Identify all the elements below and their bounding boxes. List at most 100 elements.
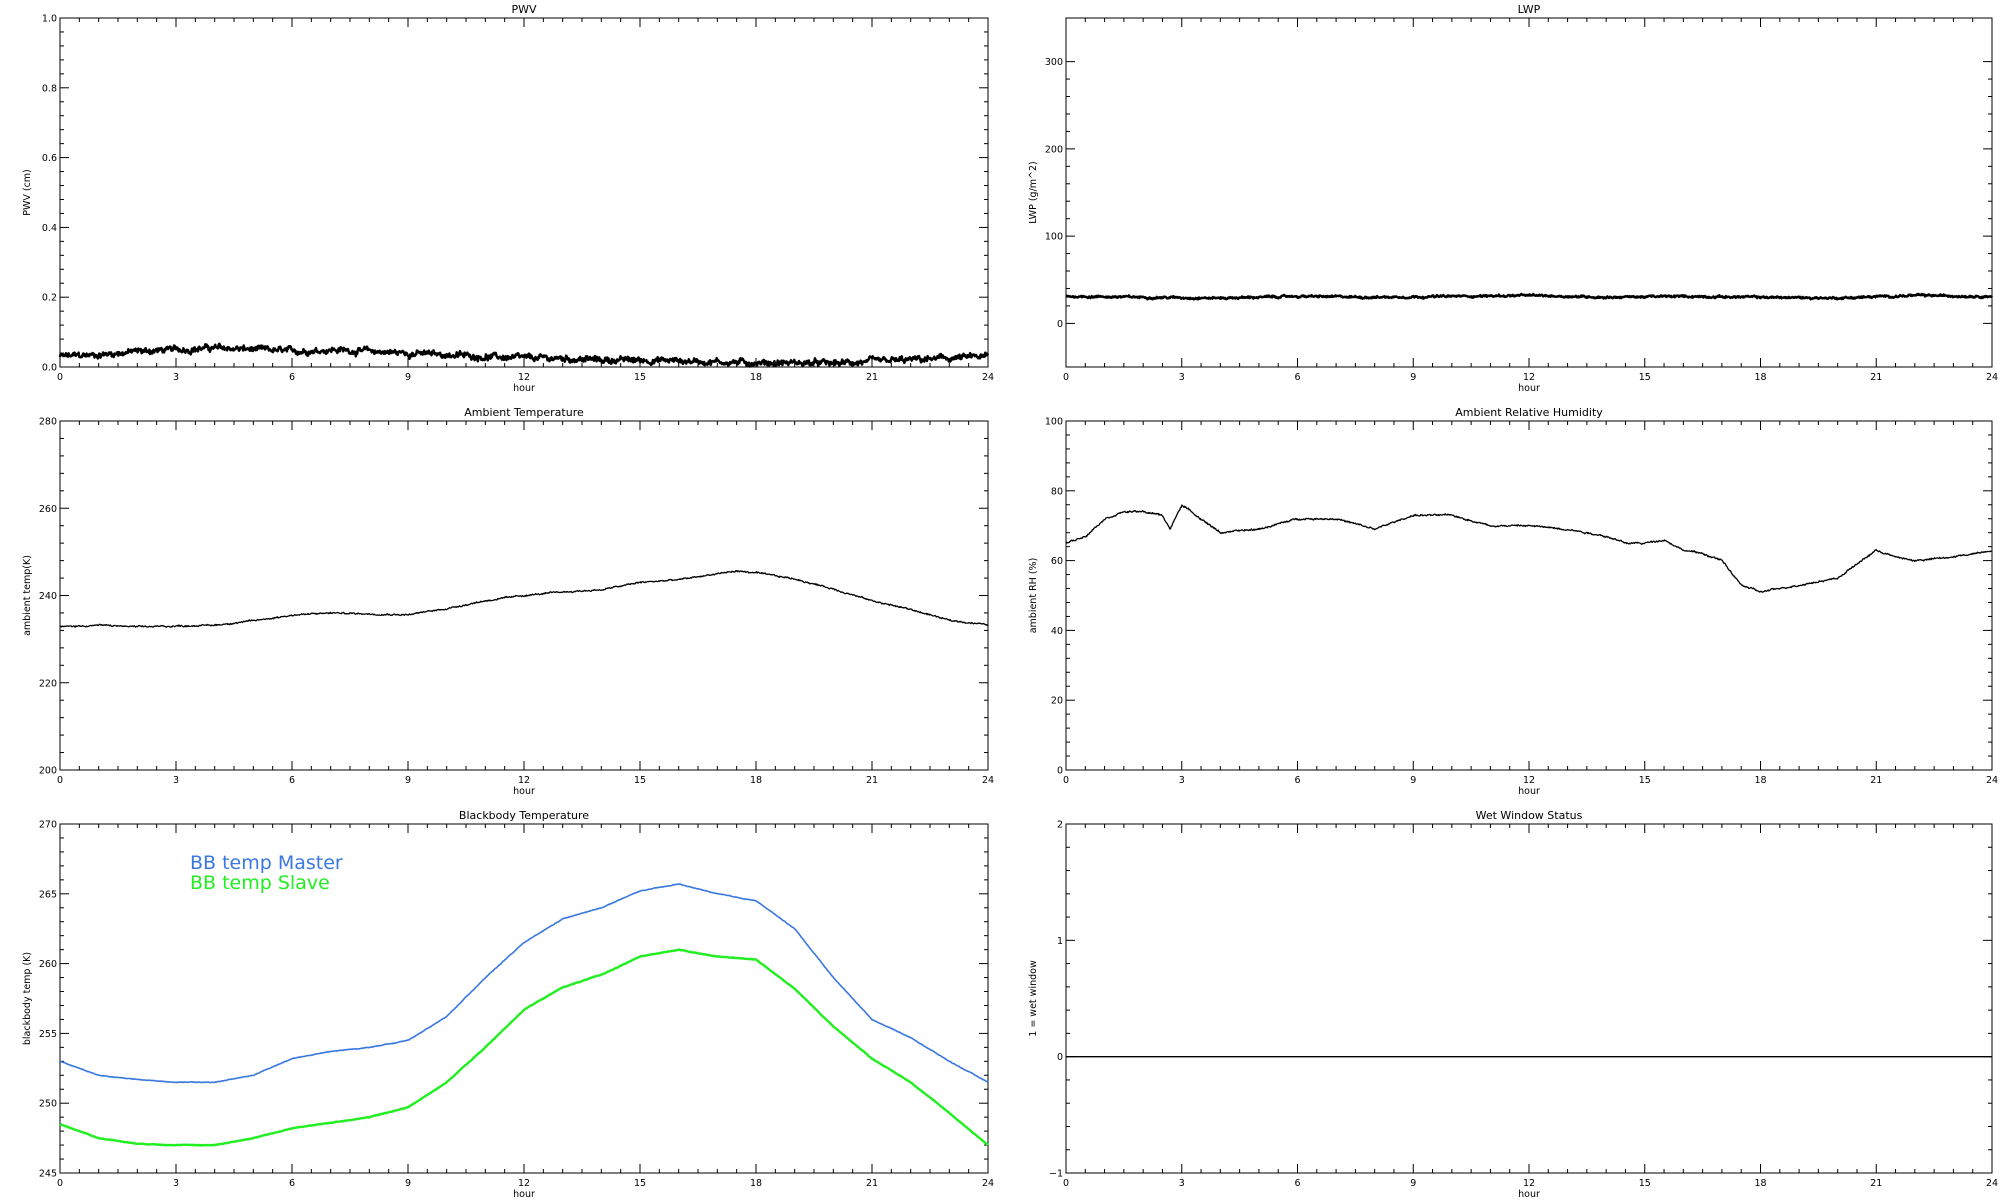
x-tick-label: 0 [57, 775, 63, 786]
y-tick-label: 245 [39, 1169, 57, 1180]
y-tick-label: 220 [39, 678, 57, 689]
x-tick-label: 24 [982, 372, 994, 383]
x-tick-label: 24 [1986, 1178, 1998, 1189]
x-tick-label: 3 [1179, 372, 1185, 383]
x-tick-label: 12 [518, 1178, 530, 1189]
y-tick-label: 240 [39, 591, 57, 602]
y-tick-label: 2 [1057, 820, 1063, 831]
chart-title: LWP [1518, 3, 1541, 16]
chart-title: PWV [511, 3, 537, 16]
plot-frame [1065, 420, 1993, 771]
legend-entry: BB temp Slave [190, 872, 330, 894]
x-tick-label: 24 [982, 1178, 994, 1189]
series-line-pwv [58, 342, 990, 368]
x-tick-label: 21 [1870, 372, 1882, 383]
plot-frame [59, 420, 989, 771]
x-tick-label: 21 [866, 1178, 878, 1189]
y-tick-label: 200 [1045, 144, 1063, 155]
x-tick-label: 12 [1523, 1178, 1535, 1189]
x-tick-label: 24 [982, 775, 994, 786]
x-tick-label: 18 [750, 1178, 762, 1189]
x-tick-label: 15 [634, 1178, 646, 1189]
x-tick-label: 9 [405, 1178, 411, 1189]
series-line-bb-temp-slave [59, 948, 989, 1147]
x-tick-label: 21 [1870, 1178, 1882, 1189]
y-tick-label: 0.0 [42, 363, 57, 374]
y-tick-label: 260 [39, 959, 57, 970]
x-tick-label: 15 [634, 372, 646, 383]
y-tick-label: 260 [39, 504, 57, 515]
y-tick-label: 0.6 [42, 153, 57, 164]
x-tick-label: 18 [750, 775, 762, 786]
y-tick-label: 255 [39, 1029, 57, 1040]
x-tick-label: 18 [750, 372, 762, 383]
y-axis-label: blackbody temp (K) [22, 952, 33, 1045]
x-tick-label: 6 [289, 775, 295, 786]
chart-lwp: LWP 0 3 6 9 12 15 18 21 24 hour 0 100 200 300 LWP (g/m^… [1028, 3, 1998, 394]
y-axis-label: ambient RH (%) [1028, 558, 1039, 634]
x-tick-label: 15 [1639, 1178, 1651, 1189]
x-tick-label: 6 [289, 1178, 295, 1189]
x-tick-label: 0 [1063, 372, 1069, 383]
x-axis-label: hour [513, 786, 535, 797]
y-tick-label: 0.8 [42, 83, 57, 94]
y-tick-label: 280 [39, 417, 57, 428]
x-tick-label: 3 [173, 775, 179, 786]
series-line-ambient_temp [59, 569, 989, 628]
chart-pwv: PWV 0 3 6 9 12 15 18 21 24 hour 0.0 0.2 0.4 0.6 0.8 1.0 P… [22, 3, 994, 394]
x-tick-label: 18 [1754, 372, 1766, 383]
y-tick-label: 250 [39, 1099, 57, 1110]
plot-frame [1065, 823, 1993, 1174]
x-tick-label: 0 [1063, 1178, 1069, 1189]
y-axis-label: 1 = wet window [1028, 960, 1039, 1037]
chart-title: Ambient Relative Humidity [1455, 406, 1603, 419]
y-tick-label: 0 [1057, 766, 1063, 777]
x-tick-label: 9 [405, 372, 411, 383]
x-tick-label: 6 [1294, 1178, 1300, 1189]
series-line-bb-temp-master [59, 883, 989, 1084]
x-tick-label: 18 [1754, 775, 1766, 786]
y-tick-label: 100 [1045, 232, 1063, 243]
x-tick-label: 3 [1179, 1178, 1185, 1189]
x-tick-label: 6 [1294, 775, 1300, 786]
x-tick-label: 0 [57, 1178, 63, 1189]
plot-frame [59, 17, 989, 368]
x-tick-label: 21 [1870, 775, 1882, 786]
y-tick-label: 0.2 [42, 293, 57, 304]
y-tick-label: 200 [39, 766, 57, 777]
x-tick-label: 0 [57, 372, 63, 383]
y-tick-label: 100 [1045, 417, 1063, 428]
x-tick-label: 9 [1410, 775, 1416, 786]
x-tick-label: 15 [634, 775, 646, 786]
x-tick-label: 3 [173, 1178, 179, 1189]
y-tick-label: 40 [1051, 626, 1063, 637]
y-tick-label: 1 [1057, 936, 1063, 947]
y-tick-label: 300 [1045, 57, 1063, 68]
x-tick-label: 12 [1523, 372, 1535, 383]
y-tick-label: 20 [1051, 696, 1063, 707]
x-tick-label: 12 [518, 372, 530, 383]
y-axis-label: PWV (cm) [22, 169, 33, 216]
y-tick-label: 80 [1051, 486, 1063, 497]
x-tick-label: 24 [1986, 372, 1998, 383]
y-tick-label: 265 [39, 889, 57, 900]
series-line-lwp [1065, 292, 1993, 301]
x-tick-label: 9 [405, 775, 411, 786]
chart-title: Wet Window Status [1476, 809, 1583, 822]
y-tick-label: 60 [1051, 556, 1063, 567]
x-tick-label: 18 [1754, 1178, 1766, 1189]
y-tick-label: 0.4 [42, 223, 57, 234]
x-tick-label: 21 [866, 775, 878, 786]
x-axis-label: hour [513, 383, 535, 394]
x-tick-label: 15 [1639, 775, 1651, 786]
x-axis-label: hour [513, 1189, 535, 1200]
x-tick-label: 9 [1410, 372, 1416, 383]
series-line-ambient_rh [1065, 504, 1993, 593]
chart-ambient_temp: Ambient Temperature 0 3 6 9 12 15 18 21 24 hour 200… [22, 406, 994, 797]
x-tick-label: 6 [1294, 372, 1300, 383]
y-tick-label: −1 [1049, 1169, 1063, 1180]
x-axis-label: hour [1518, 383, 1540, 394]
x-tick-label: 0 [1063, 775, 1069, 786]
y-tick-label: 0 [1057, 319, 1063, 330]
